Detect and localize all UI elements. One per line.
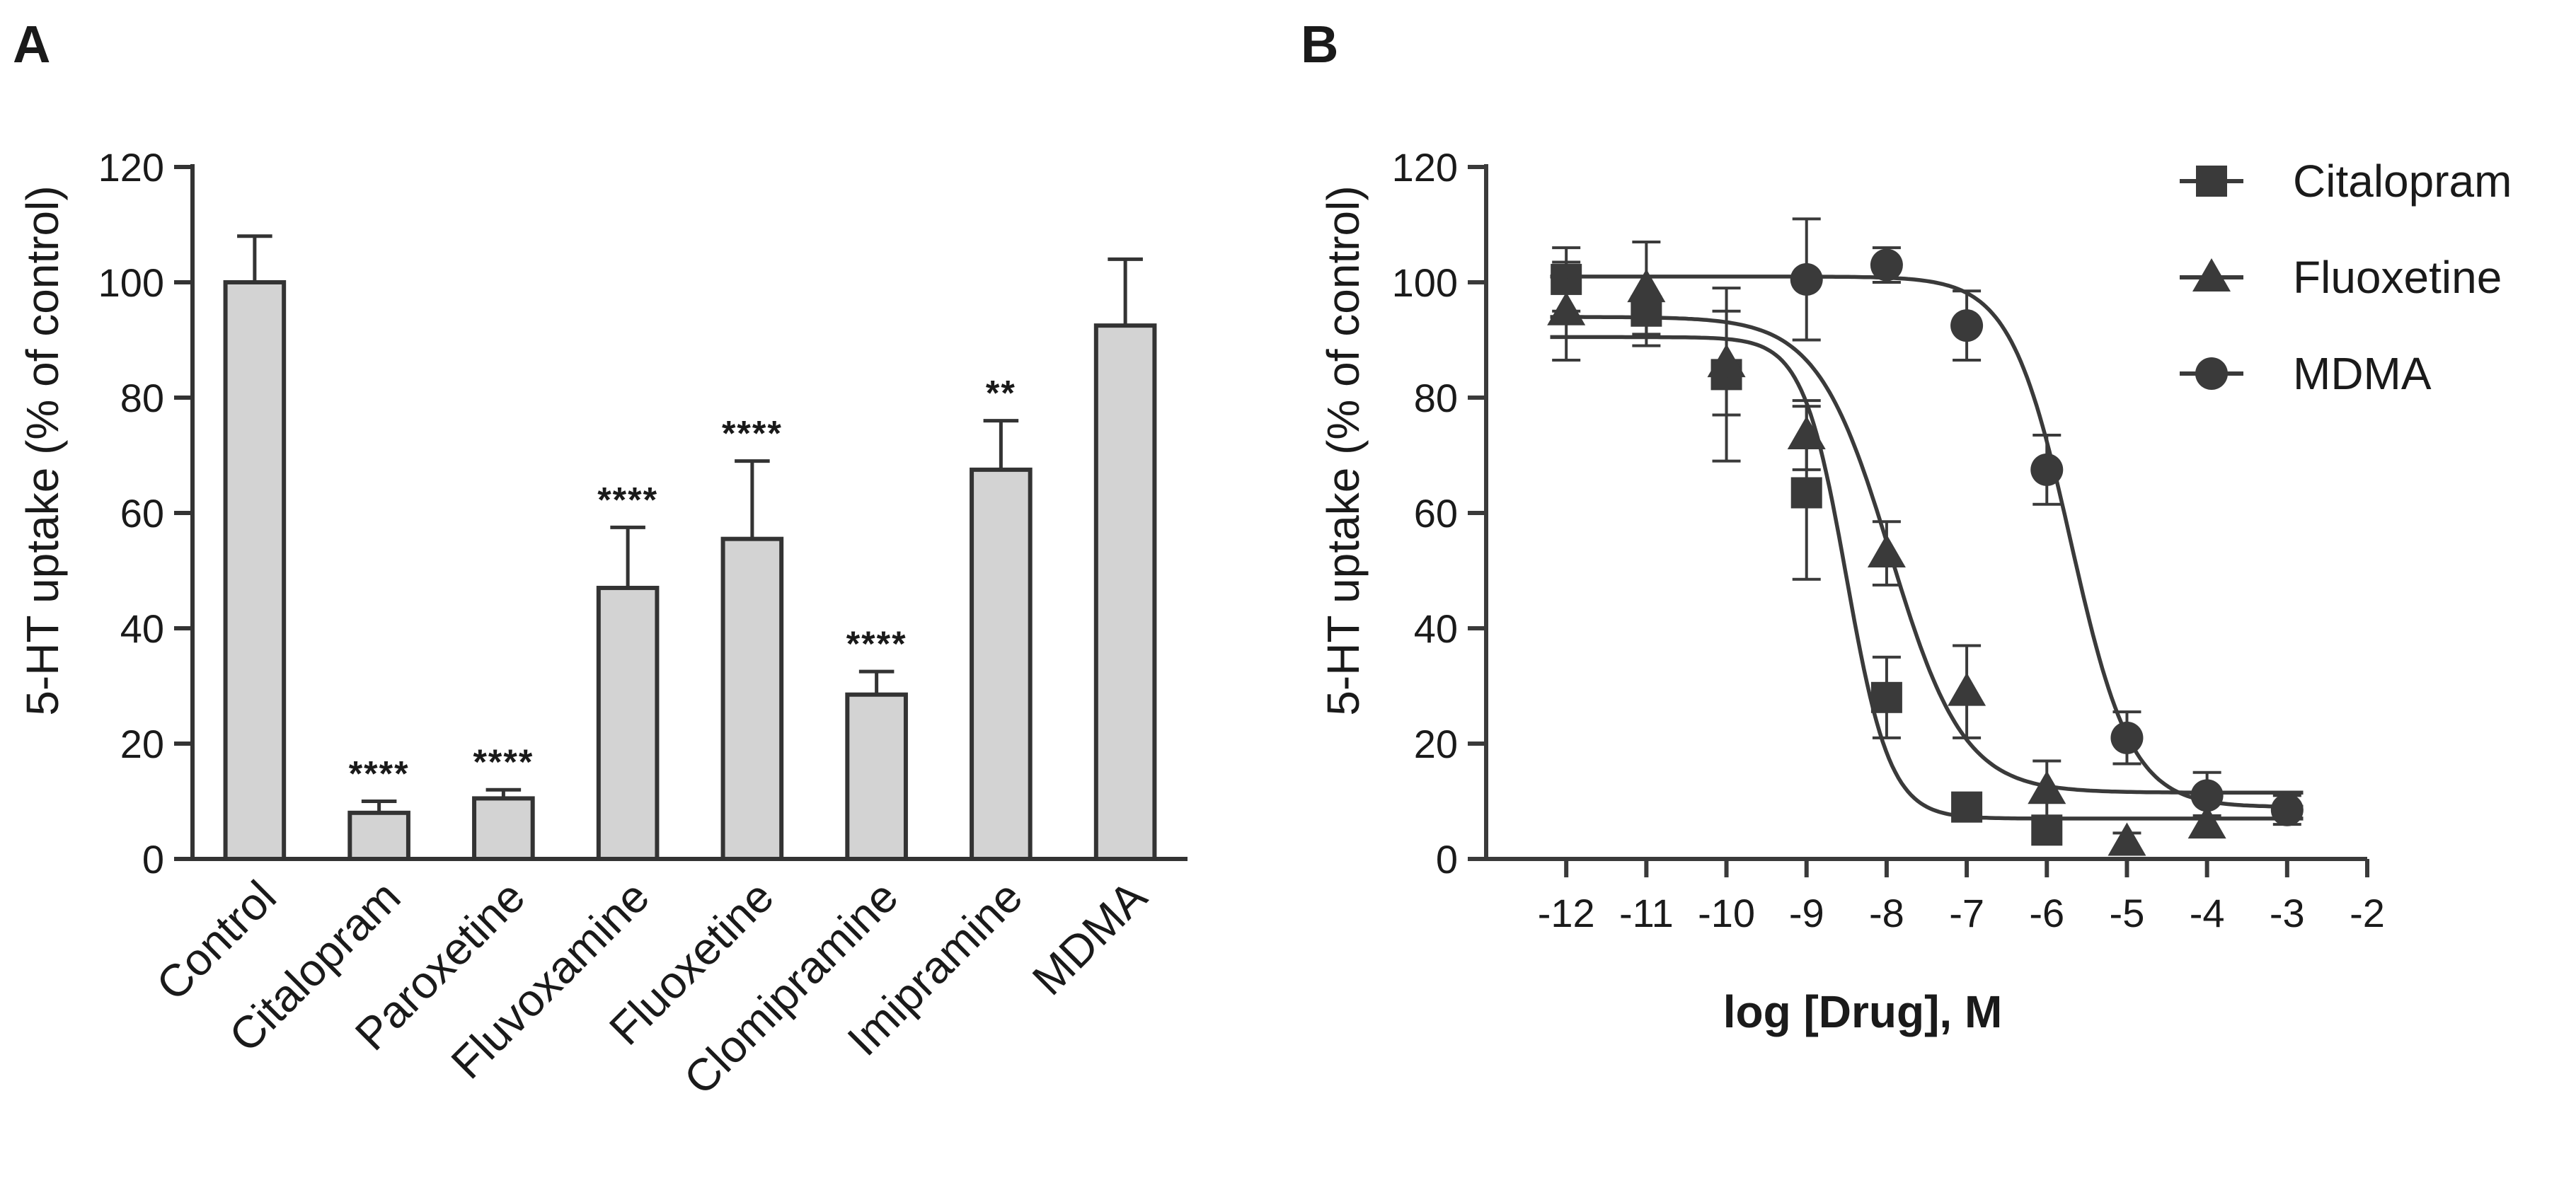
panel-b-x-tick-label: -7 <box>1949 891 1984 935</box>
panel-b-point-fluoxetine <box>1627 269 1666 303</box>
panel-a-significance-label: **** <box>846 624 907 664</box>
legend-item-mdma: MDMA <box>2180 348 2432 399</box>
panel-b-point-mdma <box>2270 793 2304 826</box>
legend-label-citalopram: Citalopram <box>2293 156 2512 207</box>
panel-b-point-fluoxetine <box>1547 292 1586 325</box>
panel-b-y-tick-label: 40 <box>1414 606 1458 651</box>
panel-b-dose-response-chart: 5-HT uptake (% of control) log [Drug], M… <box>1318 145 2512 1037</box>
panel-b-point-fluoxetine <box>1867 534 1906 568</box>
panel-b-y-tick-label: 0 <box>1436 837 1458 882</box>
panel-b-point-fluoxetine <box>2108 822 2146 856</box>
panel-b-series-fluoxetine <box>1547 240 2304 856</box>
panel-b-x-tick-label: -3 <box>2270 891 2305 935</box>
panel-b-y-tick-label: 80 <box>1414 376 1458 420</box>
panel-a-y-tick-label: 120 <box>98 145 164 190</box>
panel-b-x-tick-label: -4 <box>2190 891 2225 935</box>
panel-a-bar <box>347 810 410 862</box>
panel-b-y-tick-label: 20 <box>1414 722 1458 766</box>
legend-label-mdma: MDMA <box>2293 348 2432 399</box>
panel-b-point-mdma <box>2190 779 2224 812</box>
panel-b-point-mdma <box>2110 721 2144 754</box>
panel-b-point-fluoxetine <box>1948 672 1986 706</box>
panel-a-bar <box>845 692 908 861</box>
panel-b-label: B <box>1301 15 1338 74</box>
legend-item-fluoxetine: Fluoxetine <box>2180 252 2502 303</box>
panel-a-y-tick-label: 40 <box>120 606 164 651</box>
panel-a-significance-label: **** <box>722 414 783 454</box>
panel-b-point-citalopram <box>1790 477 1822 509</box>
panel-b-y-tick-label: 120 <box>1392 145 1458 190</box>
panel-b-y-axis-title: 5-HT uptake (% of control) <box>1318 185 1369 715</box>
panel-b-x-tick-label: -2 <box>2350 891 2385 935</box>
panel-a-bar <box>720 536 784 861</box>
panel-b-x-tick-label: -10 <box>1698 891 1755 935</box>
panel-b-point-citalopram <box>1870 681 1902 713</box>
panel-a-category-label: Clomipramine <box>674 871 907 1104</box>
panel-a-y-axis-title: 5-HT uptake (% of control) <box>17 185 68 715</box>
panel-b-x-tick-label: -11 <box>1619 891 1674 935</box>
legend-marker-mdma <box>2195 357 2228 390</box>
panel-a-significance-label: **** <box>473 742 534 782</box>
panel-a-y-tick-label: 20 <box>120 722 164 766</box>
panel-b-fit-curve-citalopram <box>1550 335 2304 821</box>
panel-a-bar <box>596 585 660 861</box>
panel-a-y-tick-label: 0 <box>142 837 164 882</box>
panel-b-point-mdma <box>2030 453 2064 486</box>
panel-b-point-mdma <box>1950 309 1984 342</box>
panel-a-bar <box>1093 323 1157 861</box>
panel-b-point-mdma <box>1790 262 1823 296</box>
panel-a-significance-label: ** <box>986 374 1016 413</box>
panel-b-x-tick-label: -6 <box>2029 891 2064 935</box>
panel-a-significance-label: **** <box>597 480 658 519</box>
panel-a-significance-label: **** <box>349 754 410 794</box>
panel-b-x-tick-label: -5 <box>2110 891 2145 935</box>
panel-b-series-citalopram <box>1550 246 2304 846</box>
panel-b-point-fluoxetine <box>2187 805 2226 839</box>
panel-b-point-fluoxetine <box>2028 771 2066 804</box>
panel-a-bar <box>223 280 287 861</box>
panel-b-point-mdma <box>1870 248 1903 282</box>
panel-b-point-fluoxetine <box>1787 415 1826 449</box>
panel-a-bar <box>472 796 535 862</box>
panel-a-y-tick-label: 100 <box>98 260 164 305</box>
panel-b-x-tick-label: -9 <box>1789 891 1824 935</box>
panel-b-y-tick-label: 60 <box>1414 491 1458 536</box>
panel-a-y-tick-label: 80 <box>120 376 164 420</box>
panel-b-point-citalopram <box>1951 791 1983 823</box>
panel-b-x-tick-label: -12 <box>1538 891 1595 935</box>
panel-b-series-mdma <box>1550 217 2304 826</box>
panel-a-category-label: MDMA <box>1023 871 1156 1005</box>
panel-a-label: A <box>13 15 50 74</box>
panel-b-fit-curve-fluoxetine <box>1550 315 2304 795</box>
legend-marker-citalopram <box>2196 166 2227 197</box>
panel-a-y-tick-label: 60 <box>120 491 164 536</box>
legend-item-citalopram: Citalopram <box>2180 156 2512 207</box>
panel-b-legend: Citalopram Fluoxetine MDMA <box>2180 156 2512 399</box>
panel-b-y-tick-label: 100 <box>1392 260 1458 305</box>
panel-b-fit-curve-mdma <box>1550 275 2304 809</box>
panel-b-x-tick-label: -8 <box>1869 891 1904 935</box>
panel-b-point-fluoxetine <box>1707 344 1746 378</box>
panel-b-x-axis-title: log [Drug], M <box>1723 986 2003 1037</box>
legend-marker-fluoxetine <box>2192 258 2231 292</box>
panel-a-bar-chart: 5-HT uptake (% of control) 0 20 40 60 80 100 1… <box>17 145 1188 1104</box>
panel-a-bar <box>970 467 1033 861</box>
legend-label-fluoxetine: Fluoxetine <box>2293 252 2502 303</box>
